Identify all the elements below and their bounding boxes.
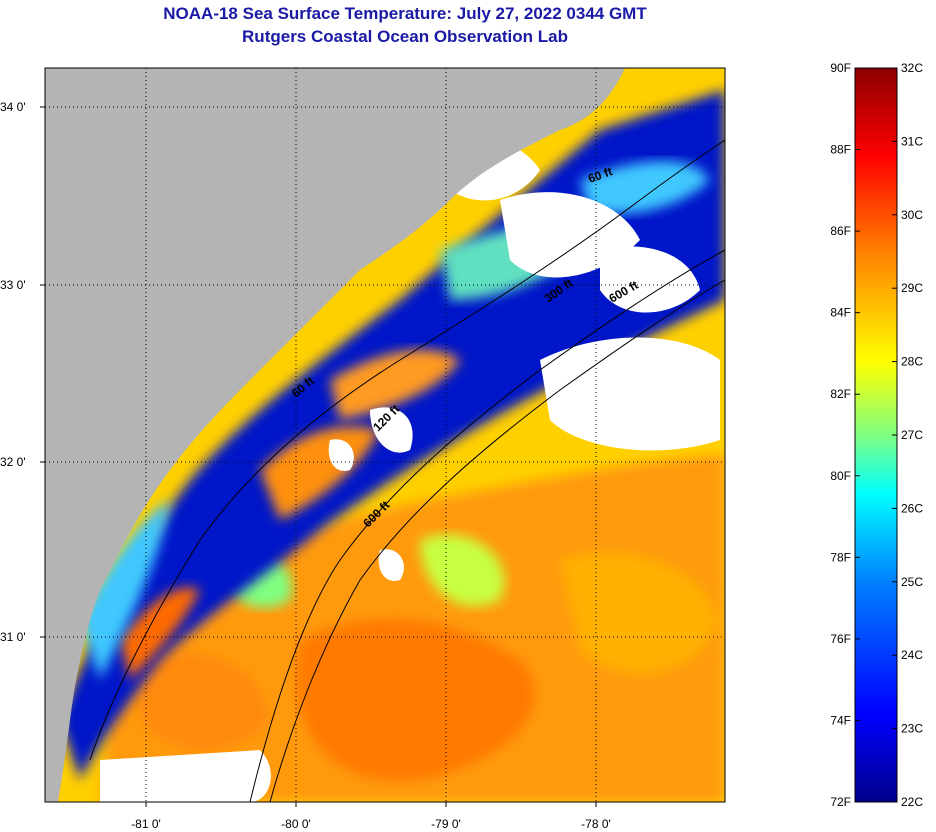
colorbar-c-label: 27C — [901, 428, 923, 442]
lon-tick-label: -80 0' — [281, 817, 311, 831]
graticule — [45, 68, 725, 802]
map-frame — [44, 67, 726, 803]
colorbar-f-label: 74F — [830, 713, 851, 727]
map-subtitle: Rutgers Coastal Ocean Observation Lab — [242, 27, 568, 46]
colorbar-f-label: 78F — [830, 550, 851, 564]
colorbar-f-label: 86F — [830, 224, 851, 238]
colorbar-gradient — [854, 67, 898, 803]
colorbar-c-label: 28C — [901, 355, 923, 369]
colorbar-c-label: 26C — [901, 501, 923, 515]
colorbar-c-label: 24C — [901, 648, 923, 662]
map-area — [45, 68, 725, 802]
lat-tick-label: 31 0' — [0, 630, 26, 644]
colorbar-f-label: 82F — [830, 387, 851, 401]
colorbar-c-label: 30C — [901, 208, 923, 222]
colorbar-c-label: 29C — [901, 281, 923, 295]
axis-ticks — [40, 106, 597, 807]
lon-tick-label: -81 0' — [131, 817, 161, 831]
lat-tick-label: 32 0' — [0, 455, 26, 469]
colorbar-c-label: 25C — [901, 575, 923, 589]
colorbar-c-label: 22C — [901, 795, 923, 809]
colorbar-f-label: 80F — [830, 469, 851, 483]
lat-tick-label: 34 0' — [0, 100, 26, 114]
colorbar-f-label: 90F — [830, 61, 851, 75]
colorbar-f-label: 72F — [830, 795, 851, 809]
map-title: NOAA-18 Sea Surface Temperature: July 27… — [163, 4, 647, 23]
lon-tick-label: -78 0' — [581, 817, 611, 831]
lon-tick-label: -79 0' — [431, 817, 461, 831]
colorbar-c-label: 23C — [901, 722, 923, 736]
lat-tick-label: 33 0' — [0, 278, 26, 292]
colorbar-c-label: 32C — [901, 61, 923, 75]
depth-contours — [89, 139, 726, 803]
colorbar-c-label: 31C — [901, 134, 923, 148]
colorbar: 90F 88F 86F 84F 82F 80F 78F 76F 74F 72F 32C 31C 30C… — [830, 61, 923, 809]
colorbar-f-label: 76F — [830, 632, 851, 646]
colorbar-f-label: 84F — [830, 306, 851, 320]
colorbar-f-label: 88F — [830, 143, 851, 157]
